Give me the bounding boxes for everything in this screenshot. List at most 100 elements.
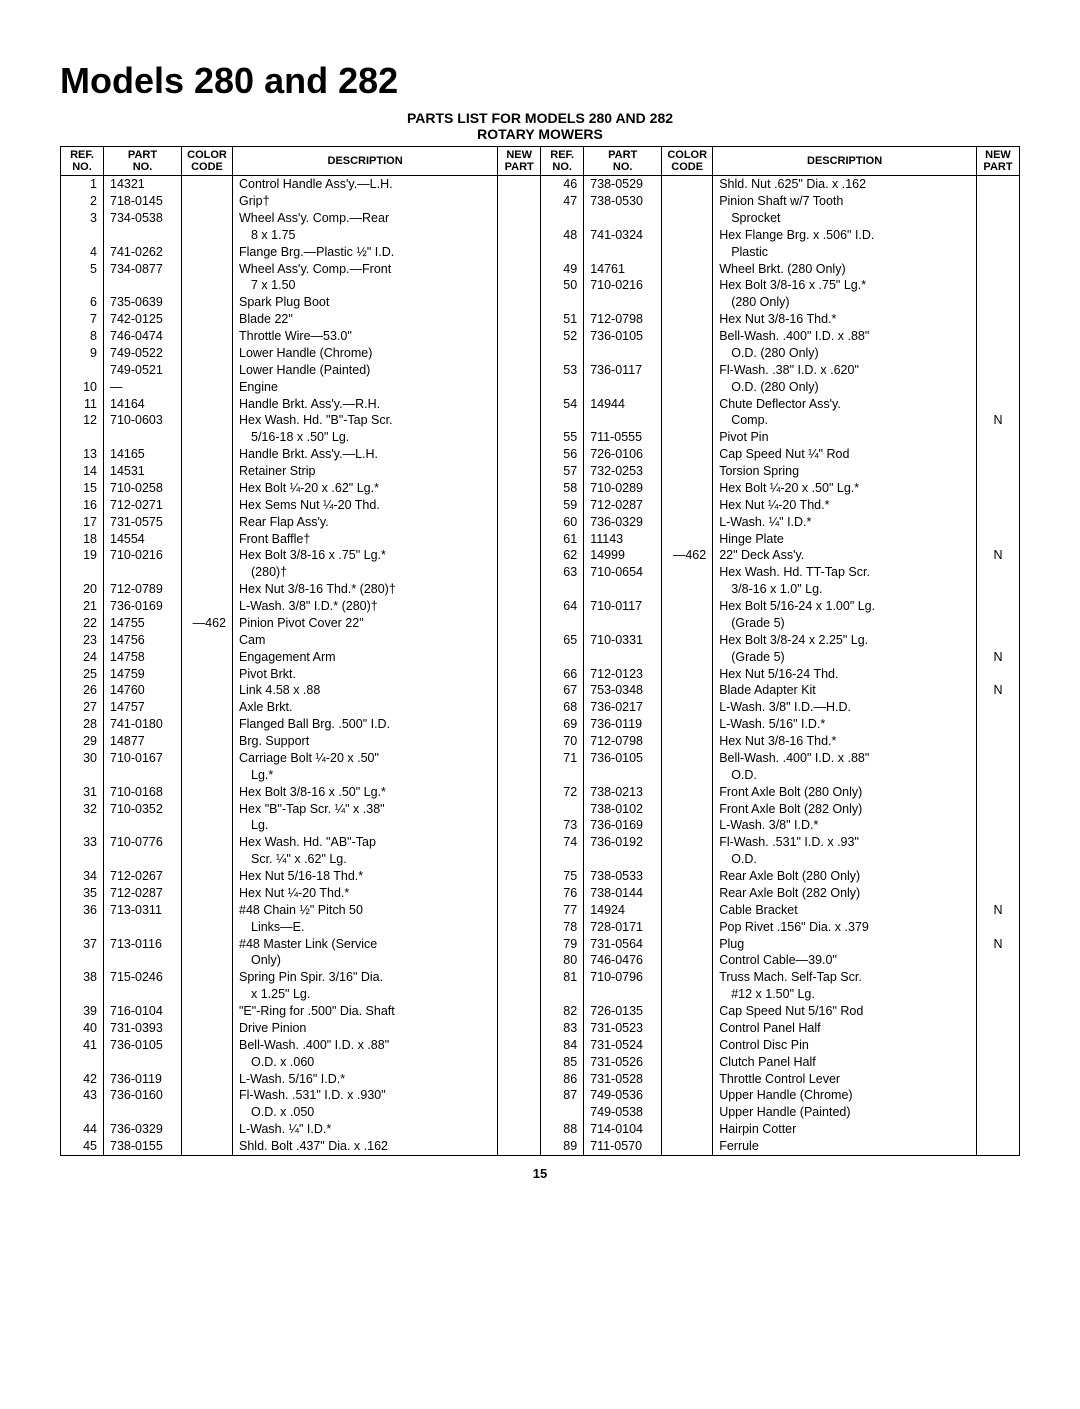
cell-part: [584, 986, 662, 1003]
cell-color: [182, 699, 233, 716]
cell-color: [662, 784, 713, 801]
cell-ref: [541, 345, 584, 362]
cell-color: [182, 1054, 233, 1071]
cell-desc: Cam: [233, 632, 498, 649]
cell-part: 712-0271: [104, 497, 182, 514]
cell-new: [498, 294, 541, 311]
cell-color: [182, 1138, 233, 1155]
cell-part: 14944: [584, 396, 662, 413]
cell-desc: Hex Nut ¼-20 Thd.*: [713, 497, 977, 514]
cell-new: [498, 632, 541, 649]
cell-new: [977, 193, 1020, 210]
table-row: 8746-0474Throttle Wire—53.0"52736-0105Be…: [61, 328, 1020, 345]
cell-color: [182, 716, 233, 733]
cell-part: 14321: [104, 176, 182, 193]
cell-ref: [541, 379, 584, 396]
cell-color: [662, 1071, 713, 1088]
cell-new: [498, 615, 541, 632]
cell-color: [662, 210, 713, 227]
cell-color: [182, 1121, 233, 1138]
cell-desc: L-Wash. 5/16" I.D.*: [713, 716, 977, 733]
cell-new: [498, 564, 541, 581]
cell-new: [977, 480, 1020, 497]
cell-new: [977, 969, 1020, 986]
parts-list-subtitle2: ROTARY MOWERS: [60, 126, 1020, 142]
cell-desc: Pivot Brkt.: [233, 666, 498, 683]
cell-color: [182, 497, 233, 514]
table-row: 2714757Axle Brkt.68736-0217L-Wash. 3/8" …: [61, 699, 1020, 716]
cell-desc: Shld. Bolt .437" Dia. x .162: [233, 1138, 498, 1155]
cell-ref: 86: [541, 1071, 584, 1088]
cell-part: 710-0776: [104, 834, 182, 851]
cell-ref: 8: [61, 328, 104, 345]
table-row: 33710-0776Hex Wash. Hd. "AB"-Tap74736-01…: [61, 834, 1020, 851]
cell-desc: Rear Axle Bolt (280 Only): [713, 868, 977, 885]
cell-color: [662, 564, 713, 581]
cell-part: 736-0105: [584, 750, 662, 767]
cell-ref: 25: [61, 666, 104, 683]
cell-ref: 15: [61, 480, 104, 497]
cell-desc: Hinge Plate: [713, 531, 977, 548]
page-number: 15: [60, 1166, 1020, 1181]
table-row: 37713-0116#48 Master Link (Service79731-…: [61, 936, 1020, 953]
cell-new: [498, 666, 541, 683]
cell-color: [662, 1054, 713, 1071]
cell-part: 734-0538: [104, 210, 182, 227]
cell-color: [662, 868, 713, 885]
cell-new: [977, 834, 1020, 851]
cell-color: [662, 817, 713, 834]
cell-color: [662, 666, 713, 683]
col-desc-left: DESCRIPTION: [233, 147, 498, 176]
cell-ref: 38: [61, 969, 104, 986]
cell-new: [498, 547, 541, 564]
cell-color: [662, 429, 713, 446]
cell-new: [977, 531, 1020, 548]
cell-ref: [541, 412, 584, 429]
table-row: 2514759Pivot Brkt.66712-0123Hex Nut 5/16…: [61, 666, 1020, 683]
cell-part: 736-0192: [584, 834, 662, 851]
table-row: 3734-0538Wheel Ass'y. Comp.—RearSprocket: [61, 210, 1020, 227]
cell-new: [977, 362, 1020, 379]
cell-ref: 72: [541, 784, 584, 801]
cell-color: [662, 699, 713, 716]
cell-new: [977, 227, 1020, 244]
table-row: 7 x 1.5050710-0216Hex Bolt 3/8-16 x .75"…: [61, 277, 1020, 294]
col-part-right: PARTNO.: [584, 147, 662, 176]
table-row: 44736-0329L-Wash. ¼" I.D.*88714-0104Hair…: [61, 1121, 1020, 1138]
table-row: 34712-0267Hex Nut 5/16-18 Thd.*75738-053…: [61, 868, 1020, 885]
cell-ref: [541, 581, 584, 598]
table-row: 28741-0180Flanged Ball Brg. .500" I.D.69…: [61, 716, 1020, 733]
cell-ref: 31: [61, 784, 104, 801]
cell-part: 14165: [104, 446, 182, 463]
cell-ref: 85: [541, 1054, 584, 1071]
cell-part: 741-0262: [104, 244, 182, 261]
cell-desc: (280 Only): [713, 294, 977, 311]
table-row: 2614760Link 4.58 x .8867753-0348Blade Ad…: [61, 682, 1020, 699]
cell-part: 14758: [104, 649, 182, 666]
table-row: 12710-0603Hex Wash. Hd. "B"-Tap Scr.Comp…: [61, 412, 1020, 429]
cell-new: [498, 969, 541, 986]
cell-desc: Wheel Ass'y. Comp.—Rear: [233, 210, 498, 227]
table-row: 35712-0287Hex Nut ¼-20 Thd.*76738-0144Re…: [61, 885, 1020, 902]
cell-part: 710-0216: [584, 277, 662, 294]
cell-desc: Axle Brkt.: [233, 699, 498, 716]
cell-desc: 8 x 1.75: [233, 227, 498, 244]
cell-color: [662, 649, 713, 666]
cell-color: [182, 244, 233, 261]
cell-ref: 73: [541, 817, 584, 834]
cell-color: [662, 834, 713, 851]
cell-part: [104, 919, 182, 936]
table-row: 42736-0119L-Wash. 5/16" I.D.*86731-0528T…: [61, 1071, 1020, 1088]
cell-ref: 71: [541, 750, 584, 767]
cell-desc: Hex Wash. Hd. "B"-Tap Scr.: [233, 412, 498, 429]
cell-ref: 61: [541, 531, 584, 548]
table-row: O.D. x .06085731-0526Clutch Panel Half: [61, 1054, 1020, 1071]
cell-desc: Hex Nut 3/8-16 Thd.*: [713, 733, 977, 750]
cell-new: [498, 649, 541, 666]
cell-part: 11143: [584, 531, 662, 548]
cell-part: [584, 294, 662, 311]
cell-ref: [541, 986, 584, 1003]
cell-color: [662, 969, 713, 986]
cell-ref: [541, 851, 584, 868]
cell-ref: 16: [61, 497, 104, 514]
